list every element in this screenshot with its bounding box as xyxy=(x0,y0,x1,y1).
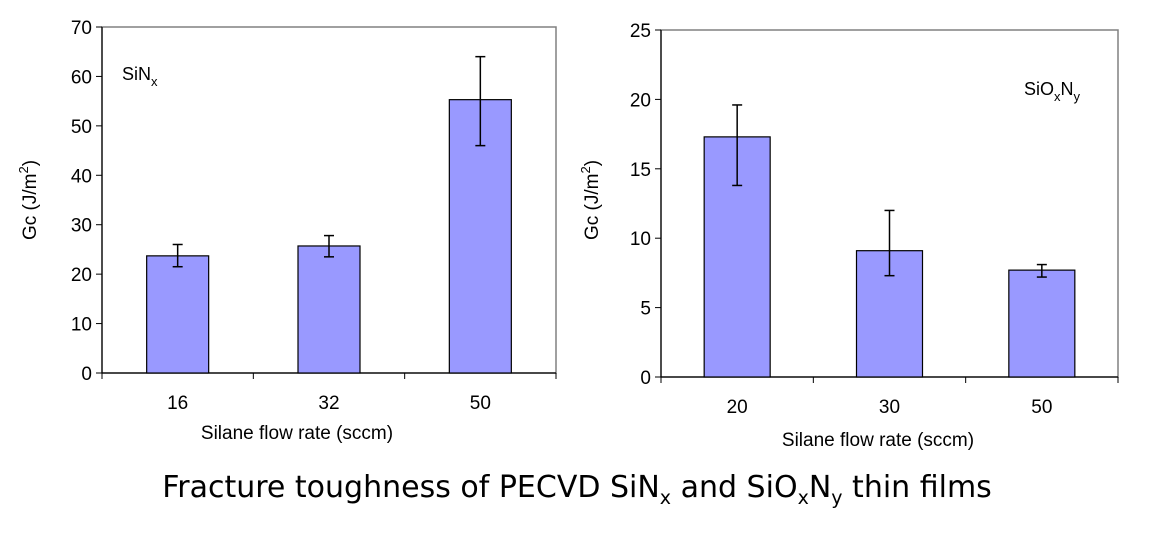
sioxny-chart: SiOxNy Gc (J/m2) Silane flow rate (sccm)… xyxy=(578,21,1119,451)
x-axis-title: Silane flow rate (sccm) xyxy=(782,430,974,451)
series-label-sioxny: SiOxNy xyxy=(1024,79,1081,104)
x-tick-label: 20 xyxy=(727,397,748,418)
bar xyxy=(146,255,210,374)
bar xyxy=(1008,269,1076,378)
y-tick-label: 15 xyxy=(630,160,651,181)
y-tick-label: 20 xyxy=(630,90,651,111)
y-tick-label: 25 xyxy=(630,21,651,42)
y-tick-label: 0 xyxy=(640,368,651,389)
y-axis-title: Gc (J/m2) xyxy=(578,160,603,240)
figure-caption: Fracture toughness of PECVD SiNx and SiO… xyxy=(162,470,992,509)
y-tick-label: 10 xyxy=(71,315,92,336)
x-tick-label: 30 xyxy=(879,397,900,418)
x-tick-label: 32 xyxy=(318,393,339,414)
y-tick-label: 60 xyxy=(71,67,92,88)
x-axis-title: Silane flow rate (sccm) xyxy=(201,423,393,444)
bar xyxy=(297,245,361,374)
y-tick-label: 20 xyxy=(71,265,92,286)
y-tick-label: 70 xyxy=(71,18,92,39)
x-tick-label: 16 xyxy=(167,393,188,414)
y-axis-title: Gc (J/m2) xyxy=(16,160,41,240)
x-tick-label: 50 xyxy=(1031,397,1052,418)
sinx-chart: SiNx Gc (J/m2) Silane flow rate (sccm) 0… xyxy=(16,18,557,444)
y-tick-label: 30 xyxy=(71,216,92,237)
y-tick-label: 0 xyxy=(81,364,92,385)
y-tick-label: 10 xyxy=(630,229,651,250)
y-tick-label: 50 xyxy=(71,117,92,138)
y-tick-label: 5 xyxy=(640,299,651,320)
series-label-sinx: SiNx xyxy=(122,64,158,89)
y-tick-label: 40 xyxy=(71,166,92,187)
x-tick-label: 50 xyxy=(470,393,491,414)
